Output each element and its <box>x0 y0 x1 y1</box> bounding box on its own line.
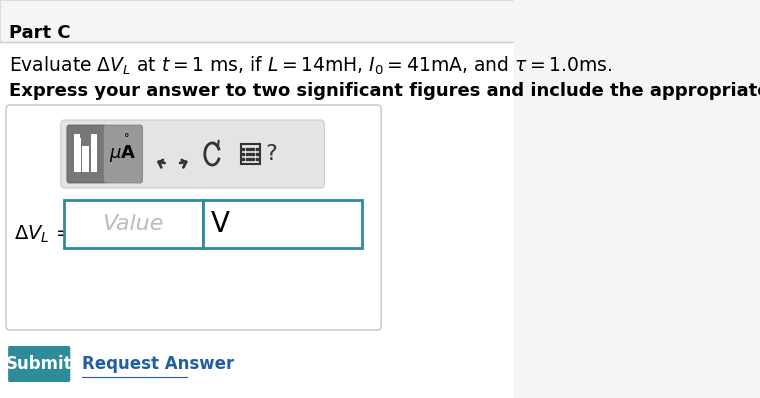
FancyBboxPatch shape <box>82 146 89 172</box>
Text: Value: Value <box>103 214 164 234</box>
Text: V: V <box>211 210 230 238</box>
FancyBboxPatch shape <box>8 346 70 382</box>
Text: Part C: Part C <box>9 24 71 42</box>
FancyBboxPatch shape <box>61 120 325 188</box>
Text: Request Answer: Request Answer <box>82 355 235 373</box>
FancyBboxPatch shape <box>74 134 80 140</box>
FancyBboxPatch shape <box>67 125 106 183</box>
FancyBboxPatch shape <box>64 200 203 248</box>
Text: Submit: Submit <box>6 355 72 373</box>
FancyBboxPatch shape <box>74 138 81 172</box>
Text: Express your answer to two significant figures and include the appropriate units: Express your answer to two significant f… <box>9 82 760 100</box>
Text: Evaluate $\Delta V_L$ at $t = 1$ ms, if $L = 14\mathrm{mH}$, $I_0 = 41\mathrm{mA: Evaluate $\Delta V_L$ at $t = 1$ ms, if … <box>9 55 613 77</box>
FancyBboxPatch shape <box>103 125 143 183</box>
FancyBboxPatch shape <box>203 200 362 248</box>
Text: $\mu$A: $\mu$A <box>109 144 137 164</box>
FancyBboxPatch shape <box>6 105 382 330</box>
FancyBboxPatch shape <box>0 0 514 42</box>
Text: ?: ? <box>266 144 277 164</box>
FancyBboxPatch shape <box>0 0 514 398</box>
Text: °: ° <box>125 133 130 143</box>
Text: $\Delta V_L$ =: $\Delta V_L$ = <box>14 224 71 245</box>
FancyBboxPatch shape <box>90 134 97 172</box>
